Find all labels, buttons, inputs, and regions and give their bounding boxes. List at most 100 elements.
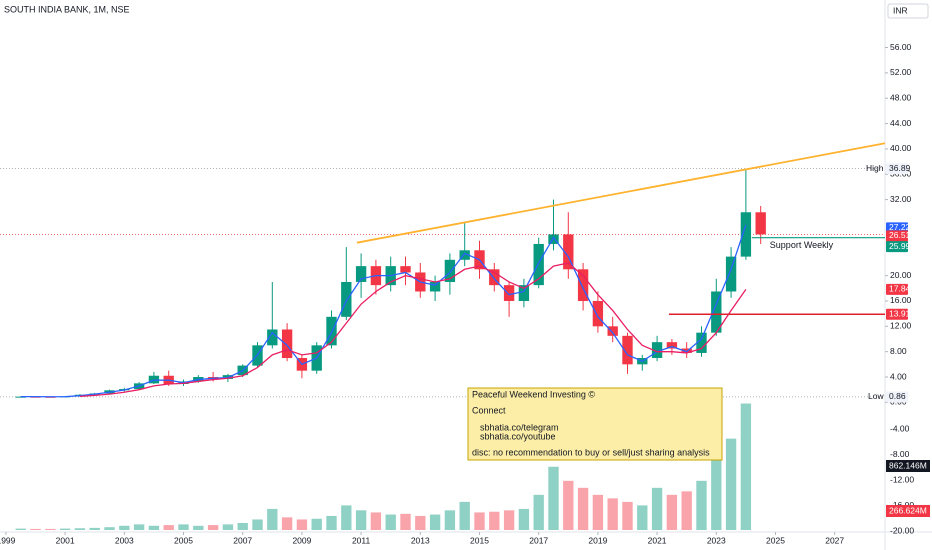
volume-bar — [592, 494, 604, 530]
price-tag-label: 0.86 — [889, 391, 906, 401]
candle-body — [548, 234, 559, 244]
candle-body — [355, 266, 367, 282]
support-label: Support Weekly — [770, 240, 834, 250]
candle-body — [607, 326, 618, 336]
candle-body — [725, 256, 737, 292]
candle-body — [651, 342, 663, 359]
moving-average-line — [20, 224, 747, 398]
volume-bar — [385, 514, 396, 530]
volume-bar — [222, 524, 234, 530]
candle-body — [400, 266, 411, 273]
volume-bar — [207, 525, 219, 530]
volume-bar — [444, 510, 456, 530]
volume-bar — [237, 522, 248, 530]
trendline — [356, 142, 886, 244]
x-tick-label: 2005 — [174, 535, 193, 545]
candle-body — [503, 285, 515, 301]
y-tick-label: 8.00 — [890, 346, 907, 356]
price-tag — [886, 391, 908, 403]
volume-bar — [415, 515, 426, 530]
volume-bar — [45, 528, 56, 530]
candle-body — [592, 300, 604, 327]
volume-bar — [178, 524, 189, 530]
x-tick-label: 2007 — [233, 535, 252, 545]
price-tag — [886, 241, 908, 253]
low-label: Low — [868, 391, 884, 401]
candle-body — [489, 269, 500, 286]
moving-average-line — [79, 262, 747, 397]
volume-tag — [886, 505, 930, 517]
y-tick-label: 48.00 — [890, 92, 912, 102]
note-link: sbhatia.co/youtube — [480, 431, 556, 441]
price-tag-label: 27.22 — [889, 222, 911, 232]
candle-body — [429, 281, 441, 292]
volume-bar — [148, 525, 160, 530]
volume-bar — [503, 510, 515, 530]
price-tag — [886, 230, 908, 242]
volume-tag-label: 266.624M — [889, 505, 927, 515]
price-tag — [886, 283, 908, 295]
x-tick-label: 2019 — [588, 535, 607, 545]
volume-bar — [252, 519, 263, 530]
note-box: Peaceful Weekend Investing © Connect sbh… — [467, 387, 723, 461]
candle-body — [281, 329, 293, 359]
volume-bar — [429, 514, 441, 530]
y-tick-label: 4.00 — [890, 371, 907, 381]
x-tick-label: 1999 — [0, 535, 16, 545]
volume-bar — [533, 494, 544, 530]
candle-body — [267, 329, 278, 346]
price-tag-label: 26.51 — [889, 230, 911, 240]
volume-bar — [119, 525, 130, 530]
price-tag-label: 17.84 — [889, 284, 911, 294]
volume-bar — [681, 491, 692, 530]
volume-bar — [607, 498, 618, 530]
y-tick-label: 16.00 — [890, 295, 912, 305]
volume-bar — [711, 459, 722, 530]
candle-body — [711, 291, 722, 333]
note-background — [467, 387, 723, 461]
candle-body — [518, 285, 530, 301]
volume-bar — [400, 513, 411, 530]
candle-body — [444, 259, 456, 282]
volume-bar — [474, 512, 485, 530]
candle-body — [622, 335, 633, 365]
candle-body — [740, 212, 752, 257]
currency-box[interactable] — [887, 3, 929, 19]
x-tick-label: 2001 — [56, 535, 75, 545]
volume-bar — [89, 527, 100, 530]
volume-axis-label: -12.00 — [890, 474, 914, 484]
volume-tag — [886, 460, 930, 472]
volume-bar — [725, 438, 737, 530]
volume-bar — [193, 525, 204, 530]
x-tick-label: 2027 — [825, 535, 844, 545]
x-tick-label: 2021 — [648, 535, 667, 545]
volume-bar — [355, 510, 367, 530]
candle-body — [577, 269, 589, 301]
volume-bar — [30, 528, 41, 530]
candle-body — [533, 243, 544, 286]
volume-axis-label: -16.00 — [890, 500, 914, 510]
y-tick-label: 52.00 — [890, 67, 912, 77]
price-tag-label: 25.99 — [889, 241, 911, 251]
x-tick-label: 2013 — [411, 535, 430, 545]
candle-body — [666, 342, 678, 349]
note-connect: Connect — [472, 405, 506, 415]
volume-bar — [563, 480, 574, 530]
x-tick-label: 2009 — [292, 535, 311, 545]
volume-bar — [15, 528, 26, 530]
volume-bar — [548, 466, 559, 530]
volume-bar — [104, 527, 115, 530]
volume-axis-label: -20.00 — [890, 525, 914, 535]
volume-bar — [459, 501, 470, 530]
high-label: High — [866, 163, 884, 173]
candle-body — [696, 332, 707, 353]
volume-bar — [326, 515, 337, 530]
volume-tag-label: 862.146M — [889, 460, 927, 470]
x-tick-label: 2023 — [707, 535, 726, 545]
x-tick-label: 2011 — [352, 535, 371, 545]
volume-bar — [489, 511, 500, 530]
volume-bar — [518, 508, 530, 530]
volume-axis-label: -4.00 — [890, 423, 910, 433]
y-tick-label: 32.00 — [890, 194, 912, 204]
